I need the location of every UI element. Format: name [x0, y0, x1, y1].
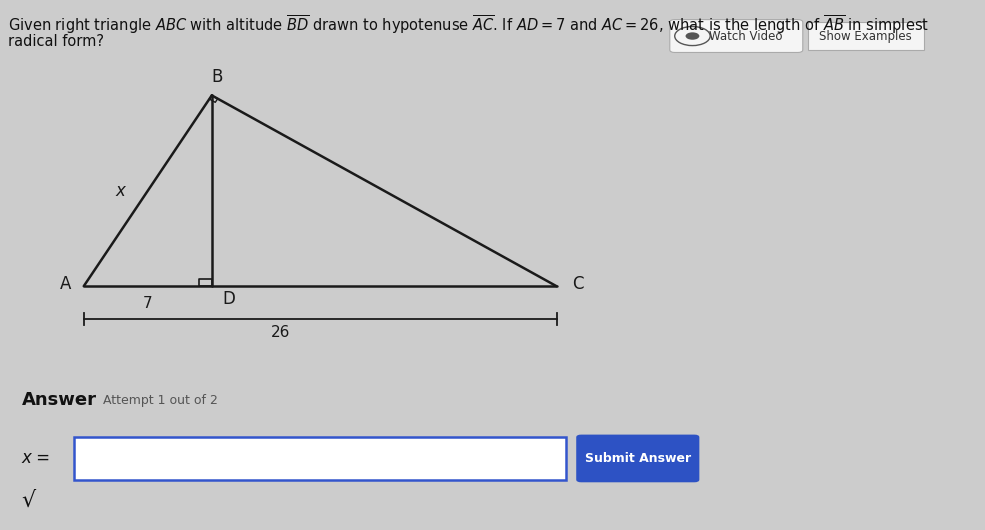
Text: 7: 7 — [143, 296, 153, 311]
Text: A: A — [60, 275, 72, 293]
Text: Attempt 1 out of 2: Attempt 1 out of 2 — [103, 394, 219, 407]
Text: Watch Video: Watch Video — [709, 30, 782, 42]
FancyBboxPatch shape — [576, 435, 699, 482]
Circle shape — [686, 32, 699, 40]
FancyBboxPatch shape — [670, 20, 803, 52]
Text: D: D — [222, 290, 235, 308]
Text: x =: x = — [22, 449, 50, 467]
Text: √: √ — [22, 491, 35, 511]
Text: Answer: Answer — [22, 391, 97, 409]
Text: x: x — [115, 182, 125, 200]
Text: Show Examples: Show Examples — [820, 30, 912, 42]
Text: 26: 26 — [271, 325, 291, 340]
Text: B: B — [211, 68, 223, 86]
Bar — [74, 437, 566, 480]
Text: C: C — [572, 275, 584, 293]
Text: radical form?: radical form? — [8, 34, 103, 49]
FancyBboxPatch shape — [808, 22, 924, 50]
Text: Submit Answer: Submit Answer — [585, 452, 690, 465]
Text: Given right triangle $ABC$ with altitude $\overline{BD}$ drawn to hypotenuse $\o: Given right triangle $ABC$ with altitude… — [8, 13, 929, 36]
